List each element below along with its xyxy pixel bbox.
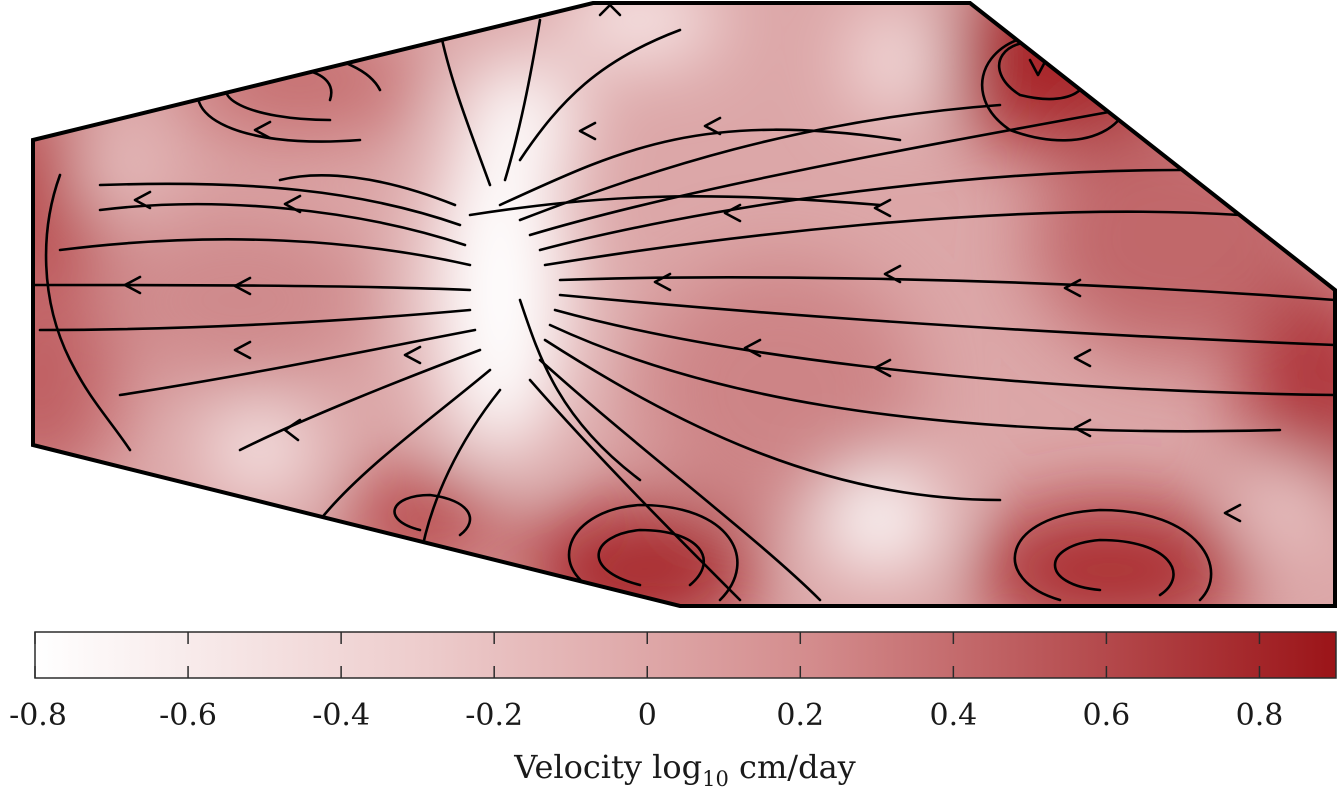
arrow-icon xyxy=(743,338,762,358)
streamline xyxy=(318,368,492,522)
colorbar-gradient xyxy=(34,631,1337,679)
streamline xyxy=(543,210,1242,267)
arrow-icon xyxy=(578,121,597,141)
streamline xyxy=(468,194,882,217)
streamline xyxy=(518,298,642,482)
arrow-icon xyxy=(883,264,902,284)
arrow-icon xyxy=(123,275,142,295)
arrow-icon xyxy=(1063,278,1082,298)
streamline xyxy=(558,276,1335,302)
streamline xyxy=(418,388,502,562)
streamline xyxy=(518,103,1002,222)
colorbar-title: Velocity log10 cm/day xyxy=(513,748,855,791)
streamline xyxy=(118,328,477,397)
arrow-icon xyxy=(653,272,672,292)
arrow-icon xyxy=(233,276,252,296)
colorbar-title-suffix: cm/day xyxy=(729,748,856,786)
colorbar-tick-label: 0.4 xyxy=(929,698,977,733)
arrow-icon xyxy=(403,345,422,365)
streamline xyxy=(58,238,472,267)
streamline xyxy=(548,323,1282,433)
arrow-icon xyxy=(233,340,252,360)
arrow-icon xyxy=(703,116,722,136)
arrow-icon xyxy=(1223,503,1242,523)
streamline xyxy=(543,338,1002,502)
arrow-icon xyxy=(723,203,742,223)
streamline xyxy=(558,293,1335,347)
streamline xyxy=(528,108,1122,237)
streamline xyxy=(278,174,457,207)
streamline xyxy=(553,308,1335,397)
streamlines xyxy=(33,18,1335,602)
arrow-icon xyxy=(283,418,302,442)
vortex xyxy=(567,503,739,602)
streamline xyxy=(528,378,742,602)
streamline xyxy=(98,202,467,247)
colorbar-tick-label: -0.2 xyxy=(465,698,523,733)
streamline xyxy=(538,168,1182,252)
arrow-icon xyxy=(1073,418,1092,438)
colorbar-tick-label: 0.6 xyxy=(1083,698,1131,733)
colorbar-tick-label: -0.4 xyxy=(312,698,370,733)
colorbar-tick-labels: -0.8 -0.6 -0.4 -0.2 0 0.2 0.4 0.6 0.8 xyxy=(9,698,1283,733)
streamline xyxy=(518,28,682,162)
streamline xyxy=(238,348,482,452)
domain-boundary xyxy=(31,0,1337,608)
arrow-icon xyxy=(253,120,272,140)
colorbar-tick-label: 0.2 xyxy=(776,698,824,733)
colorbar-tick-label: -0.8 xyxy=(9,698,67,733)
streamline xyxy=(538,358,822,602)
colorbar: -0.8 -0.6 -0.4 -0.2 0 0.2 0.4 0.6 0.8 Velocity l… xyxy=(9,631,1337,791)
colorbar-tick-label: -0.6 xyxy=(159,698,217,733)
vortex xyxy=(44,173,132,452)
arrow-icon xyxy=(873,198,892,218)
vortex xyxy=(393,493,472,537)
vortex xyxy=(1013,508,1213,602)
arrow-icon xyxy=(1073,348,1092,368)
vortex xyxy=(597,528,706,587)
colorbar-tick-label: 0 xyxy=(638,698,657,733)
colorbar-tick-label: 0.8 xyxy=(1236,698,1284,733)
colorbar-title-subscript: 10 xyxy=(702,767,729,791)
streamline-arrows xyxy=(123,3,1242,523)
arrow-icon xyxy=(283,194,302,214)
vortex xyxy=(1053,538,1175,597)
arrow-icon xyxy=(873,358,892,378)
arrow-icon xyxy=(133,190,152,210)
colorbar-ticks xyxy=(34,632,1261,678)
streamline xyxy=(38,308,472,332)
streamline xyxy=(503,18,542,182)
streamline xyxy=(438,28,492,187)
streamline xyxy=(33,283,472,292)
streamline xyxy=(98,182,462,227)
arrow-icon xyxy=(1028,58,1048,77)
colorbar-title-prefix: Velocity log xyxy=(513,748,702,786)
streamline xyxy=(498,128,902,207)
